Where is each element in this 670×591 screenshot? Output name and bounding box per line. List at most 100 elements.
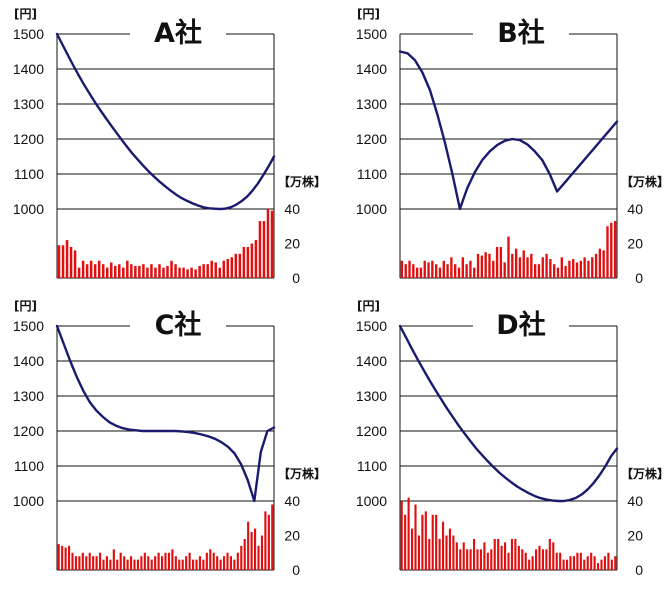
volume-bar bbox=[246, 246, 250, 278]
price-tick-label: 1000 bbox=[356, 493, 387, 509]
chart-panel-1: 1500 1400 1300 1200 1100 1000 [円] 【万株】 40 20 0 A社 bbox=[13, 7, 326, 286]
volume-bar bbox=[410, 528, 414, 570]
volume-bar bbox=[435, 514, 438, 570]
title-background bbox=[473, 10, 569, 48]
volume-bar bbox=[452, 535, 455, 570]
volume-bar bbox=[105, 556, 109, 570]
volume-bar bbox=[583, 559, 586, 570]
volume-bar bbox=[545, 253, 548, 278]
volume-tick-label: 0 bbox=[635, 270, 643, 286]
volume-bar bbox=[85, 264, 89, 278]
volume-bar bbox=[267, 514, 270, 570]
volume-bar bbox=[164, 552, 167, 570]
volume-bar bbox=[510, 538, 514, 570]
chart-title: C社 bbox=[155, 309, 202, 341]
volume-bar bbox=[469, 549, 472, 570]
volume-tick-label: 0 bbox=[292, 270, 300, 286]
volume-bar bbox=[167, 552, 171, 570]
volume-tick-label: 40 bbox=[627, 201, 643, 217]
volume-tick-label: 20 bbox=[284, 528, 300, 544]
volume-bar bbox=[142, 264, 145, 278]
price-tick-label: 1300 bbox=[13, 96, 44, 112]
volume-bar bbox=[518, 257, 522, 278]
volume-bar bbox=[431, 514, 434, 570]
volume-bar bbox=[185, 556, 188, 570]
price-unit-label: [円] bbox=[357, 7, 380, 21]
volume-bar bbox=[74, 556, 78, 570]
volume-bar bbox=[590, 552, 593, 570]
volume-bar bbox=[171, 549, 174, 570]
price-tick-label: 1300 bbox=[356, 96, 387, 112]
volume-bar bbox=[521, 549, 524, 570]
volume-bar bbox=[404, 264, 407, 278]
volume-bar bbox=[465, 264, 468, 278]
volume-bar bbox=[424, 511, 427, 570]
volume-bar bbox=[556, 267, 560, 278]
volume-bar bbox=[138, 265, 141, 278]
volume-bar bbox=[182, 267, 185, 278]
volume-bar bbox=[500, 545, 503, 570]
volume-bar bbox=[160, 556, 164, 570]
volume-bar bbox=[118, 264, 121, 278]
volume-bar bbox=[479, 549, 483, 570]
volume-bar bbox=[116, 559, 119, 570]
volume-bar bbox=[530, 253, 533, 278]
volume-bar bbox=[236, 552, 239, 570]
volume-bar bbox=[526, 257, 529, 278]
volume-bar bbox=[575, 262, 579, 278]
volume-bar bbox=[600, 559, 603, 570]
volume-bars bbox=[400, 221, 617, 278]
volume-bar bbox=[67, 545, 71, 570]
volume-bar bbox=[591, 257, 594, 278]
volume-bar bbox=[110, 262, 113, 278]
volume-bar bbox=[226, 259, 230, 278]
volume-bar bbox=[157, 552, 160, 570]
volume-bar bbox=[534, 549, 538, 570]
volume-bars bbox=[57, 209, 274, 278]
volume-bar bbox=[258, 221, 262, 278]
volume-bar bbox=[198, 265, 201, 278]
volume-bar bbox=[154, 556, 157, 570]
volume-bar bbox=[462, 542, 465, 570]
volume-unit-label: 【万株】 bbox=[621, 466, 669, 481]
volume-bar bbox=[404, 514, 407, 570]
volume-bar bbox=[564, 265, 567, 278]
volume-tick-label: 0 bbox=[292, 562, 300, 578]
volume-bar bbox=[549, 259, 552, 278]
volume-bar bbox=[537, 264, 541, 278]
volume-bar bbox=[445, 535, 448, 570]
volume-bar bbox=[545, 549, 548, 570]
price-tick-label: 1100 bbox=[357, 458, 387, 474]
volume-bar bbox=[81, 260, 85, 278]
volume-bar bbox=[214, 262, 217, 278]
volume-bar bbox=[136, 559, 140, 570]
chart-title: A社 bbox=[154, 17, 202, 49]
volume-bar bbox=[95, 556, 98, 570]
volume-tick-label: 40 bbox=[284, 493, 300, 509]
volume-bar bbox=[190, 267, 193, 278]
volume-bar bbox=[555, 552, 558, 570]
volume-bar bbox=[112, 549, 115, 570]
volume-bar bbox=[606, 226, 609, 278]
volume-bar bbox=[490, 549, 493, 570]
gridlines bbox=[56, 33, 275, 279]
volume-tick-label: 40 bbox=[627, 493, 643, 509]
volume-bar bbox=[415, 267, 419, 278]
volume-bar bbox=[154, 267, 157, 278]
volume-bar bbox=[247, 521, 250, 570]
volume-bar bbox=[229, 556, 233, 570]
volume-bar bbox=[438, 538, 441, 570]
volume-bar bbox=[431, 260, 434, 278]
volume-bar bbox=[469, 260, 472, 278]
volume-bar bbox=[414, 504, 417, 570]
volume-bar bbox=[438, 267, 442, 278]
volume-bar bbox=[587, 260, 590, 278]
volume-bar bbox=[522, 250, 525, 278]
volume-bar bbox=[222, 556, 226, 570]
volume-bar bbox=[459, 549, 462, 570]
volume-bar bbox=[65, 240, 69, 278]
volume-bar bbox=[455, 542, 458, 570]
volume-bar bbox=[219, 559, 222, 570]
volume-bar bbox=[441, 521, 445, 570]
volume-bar bbox=[105, 267, 109, 278]
